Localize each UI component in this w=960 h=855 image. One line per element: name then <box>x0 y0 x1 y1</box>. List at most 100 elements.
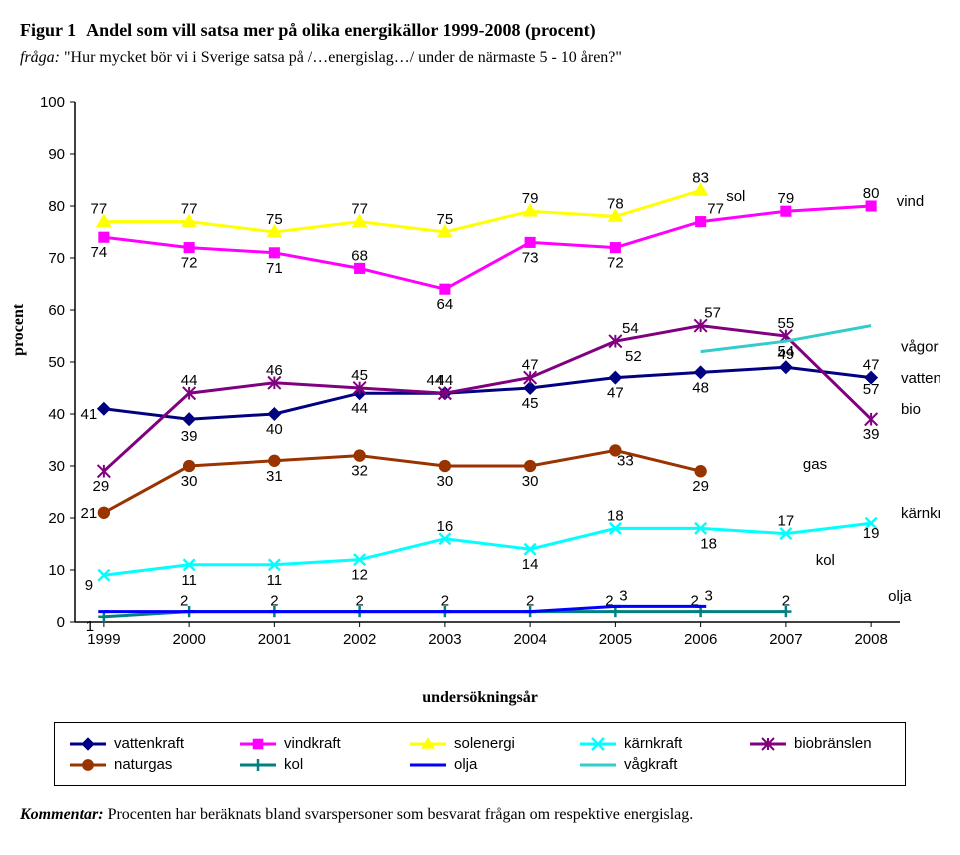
question-text: "Hur mycket bör vi i Sverige satsa på /…… <box>64 49 622 66</box>
legend-item-vindkraft: vindkraft <box>240 735 370 752</box>
svg-text:2: 2 <box>355 593 363 610</box>
svg-text:bio: bio <box>901 401 921 418</box>
svg-text:55: 55 <box>778 315 795 332</box>
svg-text:2008: 2008 <box>854 631 887 648</box>
question-label: fråga: <box>20 49 60 66</box>
svg-text:47: 47 <box>522 357 539 374</box>
svg-text:21: 21 <box>81 505 98 522</box>
svg-text:vatten: vatten <box>901 370 940 387</box>
svg-text:57: 57 <box>704 305 721 322</box>
svg-text:79: 79 <box>778 190 795 207</box>
svg-text:46: 46 <box>266 362 283 379</box>
svg-text:29: 29 <box>93 478 110 495</box>
svg-text:11: 11 <box>267 572 283 589</box>
svg-text:60: 60 <box>48 302 65 319</box>
svg-text:29: 29 <box>692 478 709 495</box>
figure-title: Andel som vill satsa mer på olika energi… <box>86 20 595 41</box>
svg-text:3: 3 <box>704 587 712 604</box>
legend-item-biobränslen: biobränslen <box>750 735 880 752</box>
svg-text:44: 44 <box>437 372 454 389</box>
svg-text:77: 77 <box>351 201 368 218</box>
svg-text:9: 9 <box>85 577 93 594</box>
svg-text:olja: olja <box>888 588 912 605</box>
svg-text:79: 79 <box>522 190 539 207</box>
svg-text:41: 41 <box>81 406 98 423</box>
svg-text:77: 77 <box>707 201 724 218</box>
svg-text:64: 64 <box>437 296 454 313</box>
chart-legend: vattenkraftvindkraftsolenergikärnkraftbi… <box>54 722 906 786</box>
svg-text:2: 2 <box>441 593 449 610</box>
svg-text:30: 30 <box>48 458 65 475</box>
svg-text:31: 31 <box>266 468 283 485</box>
svg-text:3: 3 <box>619 587 627 604</box>
svg-text:90: 90 <box>48 146 65 163</box>
svg-text:2: 2 <box>180 593 188 610</box>
legend-item-naturgas: naturgas <box>70 756 200 773</box>
svg-text:16: 16 <box>437 518 454 535</box>
line-chart: 0102030405060708090100199920002001200220… <box>20 92 940 672</box>
svg-text:44: 44 <box>351 400 368 417</box>
svg-text:2004: 2004 <box>513 631 546 648</box>
svg-text:vind: vind <box>897 193 925 210</box>
svg-text:80: 80 <box>48 198 65 215</box>
svg-text:18: 18 <box>607 507 624 524</box>
legend-item-kol: kol <box>240 756 370 773</box>
svg-text:39: 39 <box>181 428 198 445</box>
svg-text:2: 2 <box>526 593 534 610</box>
svg-text:gas: gas <box>803 456 827 473</box>
svg-text:2003: 2003 <box>428 631 461 648</box>
svg-text:10: 10 <box>48 562 65 579</box>
legend-item-vattenkraft: vattenkraft <box>70 735 200 752</box>
svg-text:kol: kol <box>816 552 835 569</box>
svg-text:45: 45 <box>351 367 368 384</box>
svg-text:40: 40 <box>266 421 283 438</box>
svg-text:2000: 2000 <box>172 631 205 648</box>
comment-label: Kommentar: <box>20 806 104 823</box>
svg-text:1: 1 <box>86 618 94 635</box>
legend-item-vågkraft: vågkraft <box>580 756 710 773</box>
svg-text:47: 47 <box>607 385 624 402</box>
svg-text:30: 30 <box>181 473 198 490</box>
svg-text:44: 44 <box>181 372 198 389</box>
svg-text:74: 74 <box>91 244 108 261</box>
legend-item-solenergi: solenergi <box>410 735 540 752</box>
svg-text:30: 30 <box>437 473 454 490</box>
svg-text:kärnkraft: kärnkraft <box>901 505 940 522</box>
svg-text:2: 2 <box>782 593 790 610</box>
svg-text:2: 2 <box>270 593 278 610</box>
svg-text:68: 68 <box>351 247 368 264</box>
svg-text:83: 83 <box>692 169 709 186</box>
svg-text:72: 72 <box>181 255 198 272</box>
svg-text:0: 0 <box>57 614 65 631</box>
svg-text:75: 75 <box>266 211 283 228</box>
figure-comment: Kommentar: Procenten har beräknats bland… <box>20 806 940 824</box>
svg-text:30: 30 <box>522 473 539 490</box>
svg-text:47: 47 <box>863 357 880 374</box>
svg-text:11: 11 <box>181 572 197 589</box>
figure-label: Figur 1 <box>20 20 76 41</box>
svg-text:80: 80 <box>863 185 880 202</box>
figure-header: Figur 1 Andel som vill satsa mer på olik… <box>20 20 940 41</box>
svg-text:17: 17 <box>778 513 795 530</box>
svg-text:sol: sol <box>726 188 745 205</box>
svg-text:2005: 2005 <box>599 631 632 648</box>
svg-text:2002: 2002 <box>343 631 376 648</box>
x-axis-label: undersökningsår <box>422 689 538 707</box>
svg-text:73: 73 <box>522 249 539 266</box>
svg-text:100: 100 <box>40 94 65 111</box>
svg-text:54: 54 <box>622 320 639 337</box>
svg-text:52: 52 <box>625 348 642 365</box>
y-axis-label: procent <box>10 304 28 356</box>
svg-text:40: 40 <box>48 406 65 423</box>
svg-text:14: 14 <box>522 556 539 573</box>
figure-question: fråga: "Hur mycket bör vi i Sverige sats… <box>20 49 940 67</box>
svg-text:75: 75 <box>437 211 454 228</box>
svg-text:45: 45 <box>522 395 539 412</box>
svg-text:19: 19 <box>863 525 880 542</box>
svg-text:32: 32 <box>351 463 368 480</box>
comment-text: Procenten har beräknats bland svarsperso… <box>108 806 694 823</box>
svg-text:77: 77 <box>91 201 108 218</box>
legend-item-olja: olja <box>410 756 540 773</box>
svg-text:2006: 2006 <box>684 631 717 648</box>
svg-text:77: 77 <box>181 201 198 218</box>
